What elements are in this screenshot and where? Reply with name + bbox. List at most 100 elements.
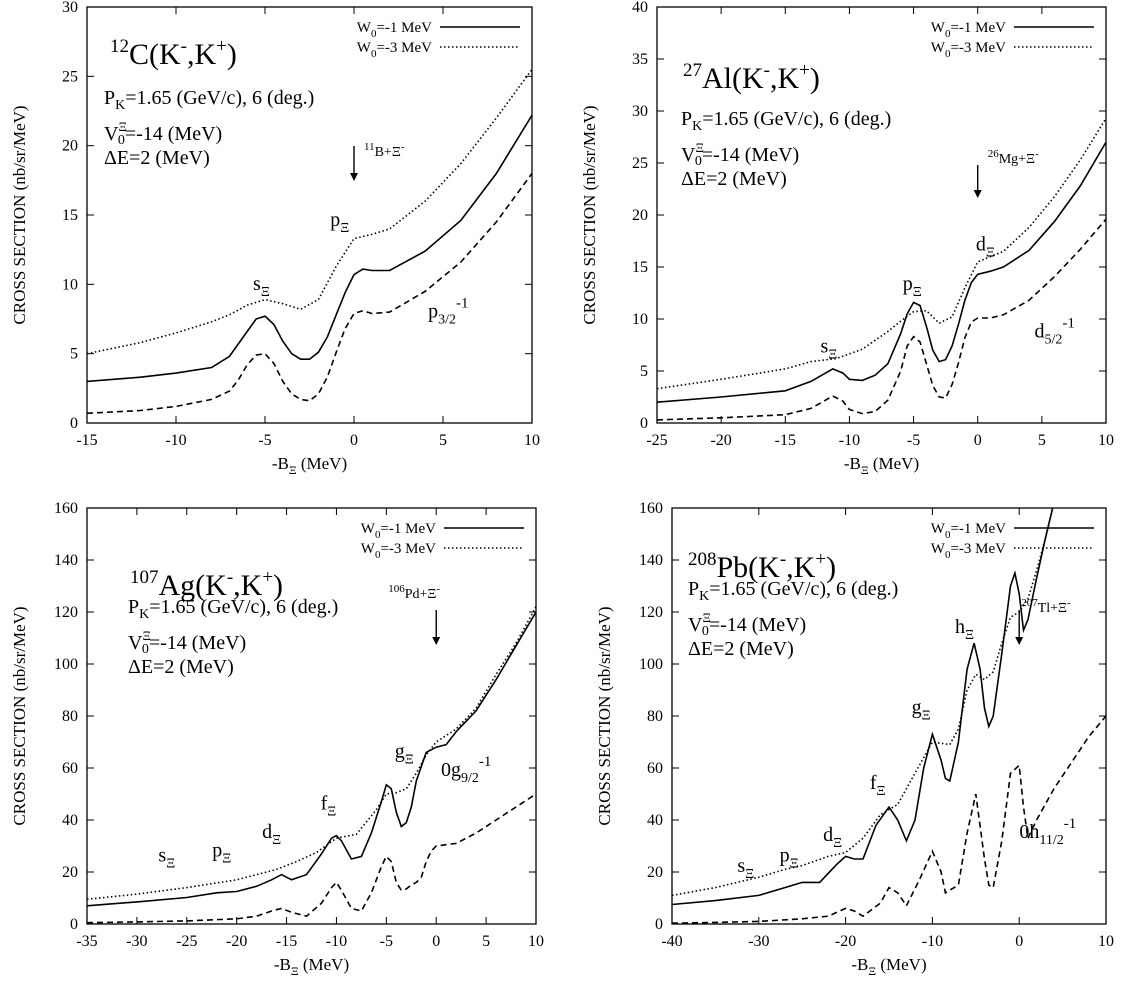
legend-w-value: =-1 MeV	[950, 20, 1006, 36]
peak-label-sub: Ξ	[745, 867, 754, 882]
x-tick-label: -40	[661, 933, 682, 950]
title-nucleus: C(K	[129, 38, 181, 71]
peak-label-sub: Ξ	[340, 221, 349, 236]
threshold-nucleus: B+Ξ	[375, 145, 401, 160]
info-p-sub: K	[115, 98, 125, 113]
x-axis-label-unit: (MeV)	[299, 955, 350, 974]
peak-label-sup: -1	[1062, 316, 1075, 332]
peak-label: sΞ	[253, 273, 270, 300]
title-plus: +	[799, 60, 810, 81]
peak-label: sΞ	[737, 855, 754, 882]
info-p-sub: K	[699, 589, 709, 604]
info-p-sub: K	[139, 607, 149, 622]
title-nucleus: Al(K	[702, 62, 764, 95]
x-axis-label-main: -B	[274, 955, 291, 974]
x-tick-label: 10	[524, 432, 540, 449]
x-axis-label-sub: Ξ	[861, 463, 869, 477]
y-tick-label: 80	[647, 708, 663, 725]
info-p-rest: =1.65 (GeV/c), 6 (deg.)	[709, 578, 898, 600]
x-tick-label: -5	[380, 933, 393, 950]
info-v-sub: 0	[118, 133, 125, 148]
x-tick-label: -20	[710, 432, 731, 449]
title-mid: ,K	[786, 551, 816, 584]
title-minus: -	[764, 60, 770, 81]
info-p-rest: =1.65 (GeV/c), 6 (deg.)	[702, 108, 891, 130]
title-plus: +	[815, 549, 826, 570]
reaction-title: 27Al(K-,K+)	[683, 60, 820, 95]
title-minus: -	[227, 567, 233, 588]
threshold-arrow-head	[1015, 637, 1024, 645]
peak-label-main: 0h	[1019, 821, 1039, 843]
x-axis-label-main: -B	[844, 454, 861, 473]
y-tick-label: 140	[54, 552, 78, 569]
y-tick-label: 20	[647, 864, 663, 881]
y-tick-label: 100	[54, 656, 78, 673]
peak-label-sub: Ξ	[877, 784, 886, 799]
x-axis-label-main: -B	[272, 454, 289, 473]
y-tick-label: 5	[640, 363, 648, 380]
x-axis-label: -BΞ (MeV)	[274, 955, 349, 978]
legend-w: W	[357, 20, 372, 36]
peak-label: pΞ	[330, 209, 349, 236]
threshold-minus: -	[401, 141, 405, 153]
info-resolution: ΔE=2 (MeV)	[104, 147, 210, 169]
title-minus: -	[181, 36, 187, 57]
x-axis-label: -BΞ (MeV)	[844, 454, 919, 477]
info-resolution: ΔE=2 (MeV)	[128, 656, 234, 678]
x-tick-label: -10	[165, 432, 186, 449]
info-v-rest: =-14 (MeV)	[702, 144, 799, 166]
y-axis-label: CROSS SECTION (nb/sr/MeV)	[10, 105, 29, 324]
info-potential: VΞ 0=-14 (MeV)	[104, 119, 222, 148]
peak-label-sub: 11/2	[1039, 833, 1063, 848]
peak-label-sub: Ξ	[166, 857, 175, 872]
x-tick-label: -10	[839, 432, 860, 449]
peak-label-sub: Ξ	[790, 857, 799, 872]
legend-w-value: =-3 MeV	[950, 541, 1006, 557]
x-tick-label: -30	[748, 933, 769, 950]
info-v-sup: Ξ	[142, 628, 150, 643]
y-tick-label: 140	[639, 552, 663, 569]
threshold-mass: 26	[988, 148, 1000, 160]
y-tick-label: 0	[655, 916, 663, 933]
legend-w: W	[357, 40, 372, 56]
peak-label-main: h	[955, 616, 965, 638]
peak-label-main: s	[158, 845, 166, 867]
x-tick-label: -5	[907, 432, 920, 449]
y-tick-label: 40	[632, 0, 648, 16]
legend-entry-label: W0=-3 MeV	[361, 541, 436, 561]
peak-label-main: p	[903, 273, 913, 295]
x-axis-label-main: -B	[851, 955, 868, 974]
x-tick-label: -25	[176, 933, 197, 950]
title-close: )	[826, 551, 836, 584]
title-plus: +	[216, 36, 227, 57]
peak-label-main: p	[780, 845, 790, 867]
legend-w-value: =-1 MeV	[376, 20, 432, 36]
legend-w-sub: 0	[371, 48, 377, 60]
peak-label-sub: Ξ	[272, 833, 281, 848]
peak-label-sup: -1	[479, 754, 492, 770]
title-mass-number: 208	[688, 549, 717, 570]
legend-w: W	[931, 20, 946, 36]
peak-label: p3/2-1	[428, 296, 468, 328]
legend-w-sub: 0	[945, 529, 951, 541]
y-tick-label: 30	[632, 103, 648, 120]
title-mid: ,K	[187, 38, 217, 71]
peak-label-main: g	[395, 741, 405, 763]
info-momentum: PK=1.65 (GeV/c), 6 (deg.)	[688, 578, 898, 604]
legend-w: W	[361, 521, 376, 537]
series-line-solid	[87, 611, 536, 907]
peak-label: gΞ	[912, 696, 931, 723]
x-tick-label: 5	[439, 432, 447, 449]
y-tick-label: 10	[632, 311, 648, 328]
peak-label-main: s	[737, 855, 745, 877]
title-mid: ,K	[770, 62, 800, 95]
peak-label-main: p	[330, 209, 340, 231]
series-line-dotted	[657, 117, 1106, 390]
y-axis-label: CROSS SECTION (nb/sr/MeV)	[580, 105, 599, 324]
legend-w-sub: 0	[371, 28, 377, 40]
info-potential: VΞ 0=-14 (MeV)	[688, 610, 806, 639]
legend-w: W	[931, 40, 946, 56]
legend-entry-label: W0=-3 MeV	[357, 40, 432, 60]
peak-label-main: f	[321, 793, 328, 815]
